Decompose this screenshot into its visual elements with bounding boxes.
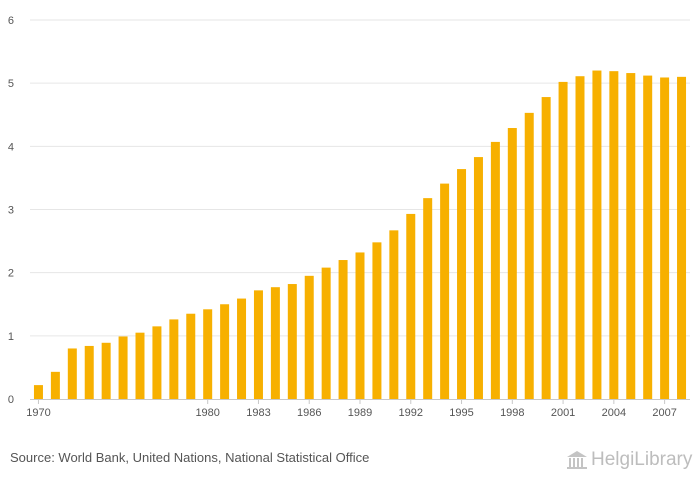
bar <box>67 348 77 399</box>
bar <box>643 75 653 399</box>
brand-logo: HelgiLibrary <box>566 446 692 474</box>
bar <box>660 77 670 400</box>
x-tick-label: 1992 <box>399 407 423 419</box>
bar <box>118 336 128 399</box>
y-tick-label: 2 <box>8 268 14 280</box>
bar <box>321 267 331 399</box>
bar <box>609 71 619 399</box>
bar-chart: 0 1 2 3 4 5 6 1970 1980 1983 1986 1989 1992 1995 1998 2… <box>8 15 690 419</box>
x-tick-label: 1995 <box>449 407 473 419</box>
x-tick-label: 1986 <box>297 407 321 419</box>
y-tick-label: 0 <box>8 394 14 406</box>
y-tick-label: 3 <box>8 205 14 217</box>
bar <box>575 76 585 400</box>
bar <box>237 298 247 399</box>
bar <box>389 230 399 399</box>
bar <box>338 260 348 399</box>
bar <box>406 213 416 399</box>
x-tick-label: 2004 <box>602 407 626 419</box>
x-tick-label: 1970 <box>26 407 50 419</box>
bar <box>152 326 162 399</box>
y-tick-label: 5 <box>8 78 14 90</box>
bar <box>50 371 60 399</box>
bar <box>473 157 483 399</box>
x-tick-label: 1989 <box>348 407 372 419</box>
bar <box>440 183 450 399</box>
y-tick-label: 6 <box>8 15 14 27</box>
bar <box>423 198 433 399</box>
x-tick-label: 1980 <box>195 407 219 419</box>
bar <box>490 141 500 399</box>
bar <box>203 309 213 399</box>
x-tick-label: 1983 <box>246 407 270 419</box>
bar <box>220 304 230 399</box>
bar <box>304 275 314 399</box>
bar <box>626 73 636 399</box>
bar <box>101 342 111 399</box>
x-tick-label: 2007 <box>652 407 676 419</box>
bar <box>355 252 365 399</box>
bar <box>558 81 568 400</box>
bar <box>135 332 145 399</box>
bar <box>33 385 43 399</box>
bar <box>169 319 179 399</box>
bar <box>372 242 382 399</box>
bar <box>457 169 467 399</box>
bar <box>677 76 687 399</box>
y-tick-label: 4 <box>8 141 14 153</box>
bar <box>507 128 517 399</box>
library-building-icon <box>567 451 587 469</box>
bar <box>541 97 551 400</box>
bar <box>592 70 602 400</box>
bar <box>253 290 263 399</box>
bar <box>84 345 94 399</box>
bar <box>287 284 297 399</box>
x-tick-label: 1998 <box>500 407 524 419</box>
bar <box>186 313 196 399</box>
brand-name: HelgiLibrary <box>591 449 693 470</box>
source-note: Source: World Bank, United Nations, Nati… <box>10 450 370 465</box>
x-tick-label: 2001 <box>551 407 575 419</box>
bar <box>270 287 280 399</box>
y-tick-label: 1 <box>8 331 14 343</box>
bar <box>524 112 534 399</box>
